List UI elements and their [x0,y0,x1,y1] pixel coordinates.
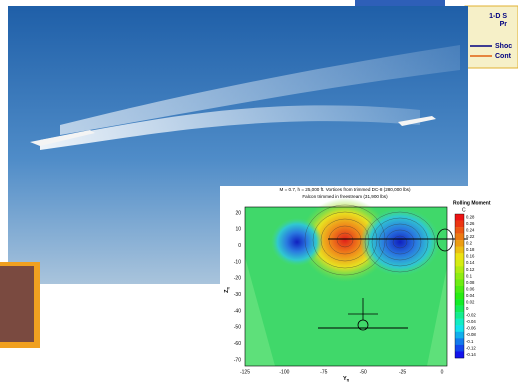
colorbar-label: 0.28 [466,214,475,219]
colorbar-label: 0.24 [466,228,475,233]
inset-photo [0,266,34,342]
colorbar-label: 0.12 [466,267,475,272]
y-tick-label: -10 [234,259,241,265]
colorbar-swatch [455,279,464,286]
colorbar-label: 0.18 [466,247,475,252]
colorbar-swatch [455,273,464,280]
colorbar-label: -0.14 [466,352,476,357]
y-tick-label: 10 [235,227,241,233]
colorbar-label: -0.04 [466,319,476,324]
panel-text: Shoc [495,43,512,50]
colorbar-swatch [455,338,464,345]
slide: M = 0.7, h = 25,000 ft. Vortices from tr… [0,0,518,383]
panel-text: Cont [495,53,512,60]
colorbar-swatch [455,332,464,339]
colorbar-swatch [455,299,464,306]
contour-blob [271,218,323,266]
colorbar-label: 0.16 [466,254,475,259]
y-tick-label: -60 [234,341,241,347]
colorbar-label: -0.12 [466,345,476,350]
y-tick-label: -50 [234,325,241,331]
colorbar-label: -0.08 [466,332,476,337]
colorbar-swatch [455,227,464,234]
y-tick-label: -30 [234,292,241,298]
y-tick-label: 20 [235,210,241,216]
y-tick-label: -70 [234,357,241,363]
colorbar-label: -0.1 [466,339,474,344]
x-tick-label: 0 [441,369,444,375]
colorbar-swatch [455,247,464,254]
colorbar-swatch [455,345,464,352]
colorbar-swatch [455,319,464,326]
x-tick-label: -100 [279,369,289,375]
x-tick-label: -75 [320,369,327,375]
y-tick-label: -40 [234,308,241,314]
colorbar-swatch [455,253,464,260]
plot-title: Falcon trimmed in freestream (31,900 lbs… [302,194,388,199]
colorbar-swatch [455,351,464,358]
panel-text: 1-D S [489,13,507,20]
colorbar-label: 0.2 [466,241,473,246]
colorbar-label: 0.14 [466,260,475,265]
colorbar-label: 0.26 [466,221,475,226]
colorbar-swatch [455,312,464,319]
x-tick-label: -125 [240,369,250,375]
colorbar-label: -0.06 [466,326,476,331]
colorbar-swatch [455,260,464,267]
colorbar-swatch [455,286,464,293]
colorbar-label: 0.02 [466,300,475,305]
colorbar-swatch [455,240,464,247]
colorbar-label: 0.04 [466,293,475,298]
colorbar-label: 0.06 [466,286,475,291]
colorbar-swatch [455,221,464,228]
colorbar-swatch [455,214,464,221]
x-tick-label: -50 [360,369,367,375]
panel-text: Pr [500,21,508,28]
x-tick-label: -25 [399,369,406,375]
colorbar-swatch [455,266,464,273]
colorbar-swatch [455,293,464,300]
legend-symbol: C [462,207,466,213]
colorbar-label: 0.1 [466,273,473,278]
colorbar-label: 0.22 [466,234,475,239]
plot-title: M = 0.7, h = 25,000 ft. Vortices from tr… [280,187,411,192]
colorbar-label: 0.08 [466,280,475,285]
y-tick-label: 0 [238,243,241,249]
y-tick-label: -20 [234,276,241,282]
colorbar-swatch [455,306,464,313]
legend-title: Rolling Moment [453,200,491,206]
colorbar-swatch [455,325,464,332]
colorbar-label: -0.02 [466,313,476,318]
colorbar-swatch [455,234,464,241]
